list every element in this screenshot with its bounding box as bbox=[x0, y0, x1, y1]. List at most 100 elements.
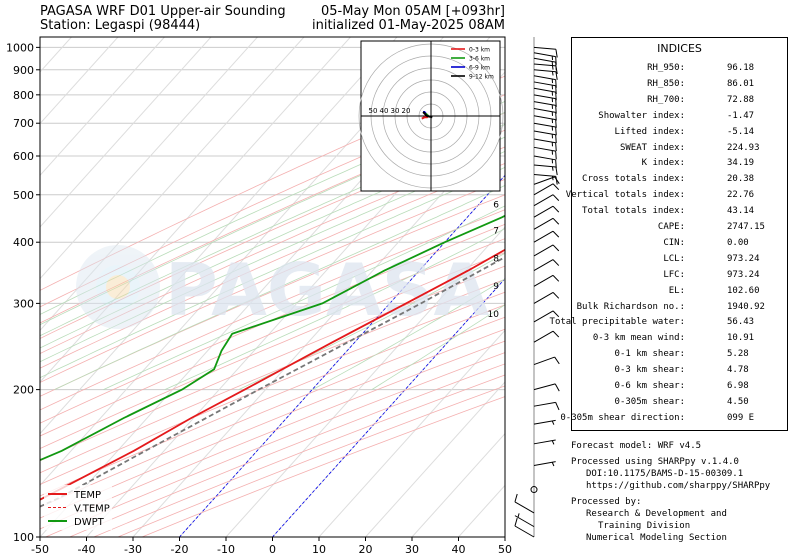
index-label: 0-305m shear: bbox=[614, 396, 685, 407]
processed-by: Processed by: bbox=[571, 497, 642, 507]
temperature-tick-label: -30 bbox=[124, 543, 142, 556]
sounding-traces bbox=[40, 214, 505, 508]
wind-barbs bbox=[514, 37, 560, 538]
hodograph-ring-label: 30 bbox=[391, 107, 400, 115]
height-marker: 6 bbox=[493, 200, 499, 210]
index-label: RH_950: bbox=[647, 63, 685, 73]
wind-barb bbox=[533, 108, 557, 121]
index-value: -5.14 bbox=[727, 126, 755, 137]
org-line-1: Research & Development and bbox=[586, 509, 727, 519]
index-value: 72.88 bbox=[727, 94, 755, 105]
wind-barb bbox=[533, 194, 560, 207]
index-value: 22.76 bbox=[727, 190, 755, 201]
wind-barb bbox=[533, 205, 560, 218]
dry-adiabat bbox=[40, 209, 505, 411]
pressure-tick-label: 600 bbox=[13, 150, 34, 163]
moist-adiabat bbox=[164, 228, 505, 390]
wind-barb bbox=[533, 81, 557, 95]
index-row: 0-305m shear: 4.50 bbox=[572, 394, 789, 410]
index-label: EL: bbox=[668, 285, 685, 296]
pressure-axis: 1000 900 800 700 600 500 400 300 200 100 bbox=[6, 41, 40, 544]
index-label: 0-1 km shear: bbox=[614, 349, 685, 360]
wind-barb bbox=[533, 155, 557, 169]
index-row: 0-305m shear direction: 099 E bbox=[560, 410, 789, 426]
series-dwpt bbox=[40, 214, 505, 462]
index-row: Showalter index: -1.47 bbox=[572, 108, 789, 124]
title-line-1: PAGASA WRF D01 Upper-air Sounding bbox=[40, 4, 286, 19]
temperature-tick-label: -10 bbox=[217, 543, 235, 556]
index-value: 4.78 bbox=[727, 365, 749, 376]
legend-label: DWPT bbox=[74, 517, 105, 528]
wind-barb bbox=[533, 69, 558, 80]
dry-adiabat bbox=[40, 265, 505, 462]
dry-adiabat bbox=[40, 94, 505, 308]
index-value: 34.19 bbox=[727, 158, 755, 169]
wind-barb bbox=[533, 63, 558, 75]
watermark-logo: PAGASA bbox=[76, 245, 490, 332]
wind-barb bbox=[533, 115, 557, 128]
index-value: 56.43 bbox=[727, 317, 755, 328]
index-value: 973.24 bbox=[727, 253, 760, 264]
temperature-tick-label: 20 bbox=[359, 543, 373, 556]
moist-adiabat bbox=[103, 205, 505, 390]
index-value: 86.01 bbox=[727, 78, 755, 89]
index-value: 43.14 bbox=[727, 206, 755, 217]
temperature-tick-label: 0 bbox=[269, 543, 276, 556]
index-value: 102.60 bbox=[727, 285, 760, 296]
dry-adiabat bbox=[40, 178, 505, 383]
wind-barb bbox=[533, 310, 560, 323]
wind-barb bbox=[514, 517, 535, 538]
pressure-tick-label: 300 bbox=[13, 297, 34, 310]
temperature-tick-label: 30 bbox=[405, 543, 419, 556]
index-label: LCL: bbox=[663, 253, 685, 264]
index-label: Cross totals index: bbox=[582, 174, 685, 185]
index-row: CAPE: 2747.15 bbox=[572, 219, 789, 235]
minus20-isotherm bbox=[179, 174, 505, 537]
index-row: RH_950: 96.18 bbox=[572, 60, 789, 76]
index-row: Vertical totals index: 22.76 bbox=[566, 187, 789, 203]
hodograph-ring-label: 40 bbox=[380, 107, 389, 115]
chart-title: PAGASA WRF D01 Upper-air Sounding Statio… bbox=[40, 5, 286, 33]
temperature-tick-label: -40 bbox=[78, 543, 96, 556]
pressure-tick-label: 400 bbox=[13, 236, 34, 249]
isotherm-line bbox=[40, 37, 258, 280]
wind-barb bbox=[533, 176, 560, 185]
index-row: K index: 34.19 bbox=[572, 155, 789, 171]
watermark-text: PAGASA bbox=[165, 248, 490, 332]
wind-barb bbox=[533, 330, 560, 343]
index-label: K index: bbox=[641, 158, 685, 169]
temperature-tick-label: -50 bbox=[31, 543, 49, 556]
pressure-tick-label: 700 bbox=[13, 117, 34, 130]
dry-adiabat bbox=[40, 252, 505, 449]
index-row: CIN: 0.00 bbox=[572, 235, 789, 251]
index-label: RH_850: bbox=[647, 78, 685, 89]
moist-adiabat bbox=[54, 185, 505, 390]
temperature-axis: -50 -40 -30 -20 -10 0 10 20 30 40 50 bbox=[31, 537, 512, 556]
index-row: 0-3 km shear: 4.78 bbox=[572, 362, 789, 378]
index-value: 5.28 bbox=[727, 349, 749, 360]
index-value: 4.50 bbox=[727, 396, 749, 407]
index-label: 0-3 km shear: bbox=[614, 365, 685, 376]
index-label: CIN: bbox=[663, 237, 685, 248]
wind-barb bbox=[533, 183, 560, 196]
hodograph: 50 40 30 20 0-3 km 3-6 km 6-9 km 9-12 km bbox=[358, 40, 504, 192]
dry-adiabat bbox=[40, 328, 505, 519]
sharppy-url: https://github.com/sharppy/SHARPpy bbox=[586, 481, 771, 491]
index-value: 0.00 bbox=[727, 237, 749, 248]
index-value: 973.24 bbox=[727, 269, 760, 280]
height-marker: 9 bbox=[493, 282, 499, 292]
index-label: LFC: bbox=[663, 269, 685, 280]
index-row: LCL: 973.24 bbox=[572, 251, 789, 267]
dry-adiabat bbox=[40, 304, 505, 497]
index-label: 0-3 km mean wind: bbox=[592, 333, 685, 344]
pressure-tick-label: 800 bbox=[13, 89, 34, 102]
pressure-tick-label: 500 bbox=[13, 189, 34, 202]
moist-adiabat bbox=[238, 252, 505, 390]
index-label: Total totals index: bbox=[582, 206, 685, 217]
index-row: 0-3 km mean wind: 10.91 bbox=[572, 330, 789, 346]
index-value: 10.91 bbox=[727, 333, 755, 344]
isotherm-line bbox=[40, 37, 398, 435]
wind-barb bbox=[533, 274, 560, 287]
wind-barb bbox=[533, 291, 560, 304]
pressure-tick-label: 200 bbox=[13, 384, 34, 397]
